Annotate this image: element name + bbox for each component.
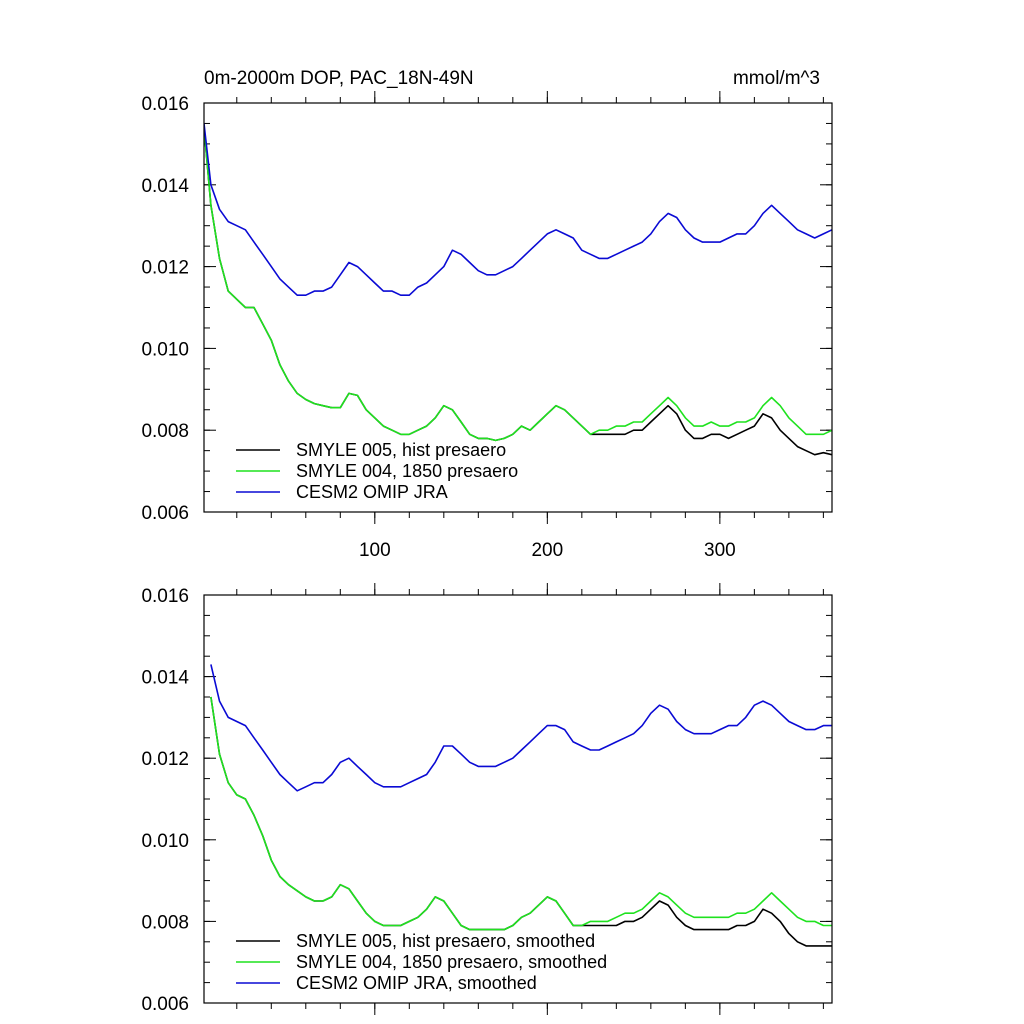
panel-1: 0m-2000m DOP, PAC_18N-49N mmol/m^3 0.006 0.… [141, 68, 833, 561]
series-line-2 [204, 127, 832, 442]
y-tick-label: 0.008 [141, 912, 189, 933]
y-tick-label: 0.016 [141, 94, 189, 115]
y-tick-label: 0.014 [141, 176, 189, 197]
series-line-1 [210, 696, 832, 947]
legend-label-2: SMYLE 004, 1850 presaero, smoothed [296, 952, 607, 972]
series-line-3 [204, 123, 832, 297]
x-tick-label: 200 [531, 540, 563, 561]
legend-label-3: CESM2 OMIP JRA [296, 482, 448, 502]
y-tick-label: 0.010 [141, 339, 189, 360]
y-tick-label: 0.008 [141, 421, 189, 442]
y-tick-label: 0.012 [141, 749, 189, 770]
series-line-3 [210, 664, 832, 792]
panel-2: 0.006 0.008 0.010 0.012 0.014 0.016 SMYLE 005,… [141, 583, 833, 1015]
legend-label-3: CESM2 OMIP JRA, smoothed [296, 973, 537, 993]
legend-label-1: SMYLE 005, hist presaero [296, 440, 506, 460]
legend-label-2: SMYLE 004, 1850 presaero [296, 461, 518, 481]
y-tick-label: 0.014 [141, 668, 189, 689]
x-tick-label: 100 [359, 540, 391, 561]
series-line-2 [210, 696, 832, 931]
plot-frame [203, 102, 833, 513]
y-tick-label: 0.012 [141, 258, 189, 279]
y-tick-label: 0.006 [141, 994, 189, 1015]
x-tick-label: 300 [704, 540, 736, 561]
y-tick-label: 0.006 [141, 503, 189, 524]
legend-label-1: SMYLE 005, hist presaero, smoothed [296, 931, 595, 951]
chart-title: 0m-2000m DOP, PAC_18N-49N [204, 68, 474, 89]
y-tick-label: 0.010 [141, 831, 189, 852]
units-label: mmol/m^3 [733, 68, 820, 89]
series-line-1 [204, 127, 832, 456]
plot-frame [203, 594, 833, 1004]
y-tick-label: 0.016 [141, 586, 189, 607]
